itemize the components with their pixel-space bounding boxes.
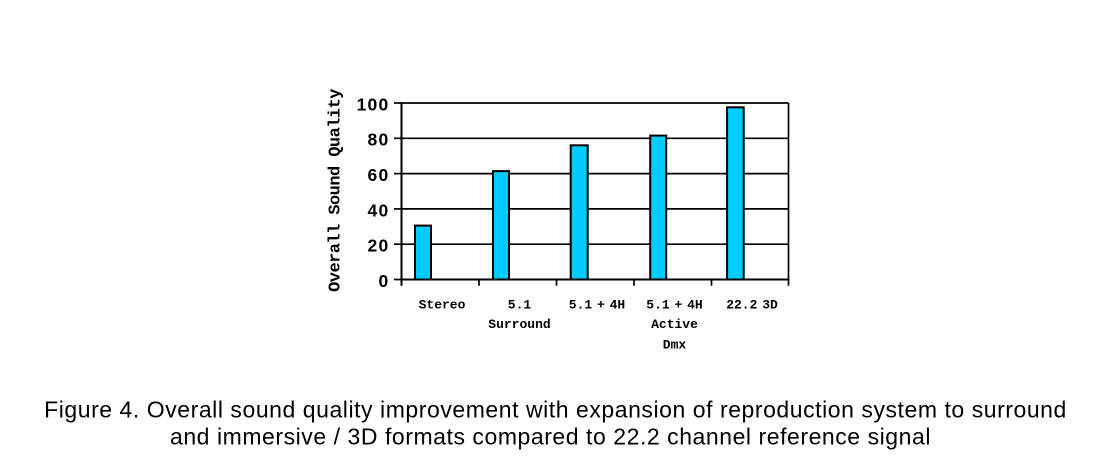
svg-text:5.1: 5.1 — [508, 297, 532, 312]
svg-text:20: 20 — [368, 236, 390, 256]
svg-text:80: 80 — [368, 130, 390, 150]
svg-text:Active: Active — [651, 317, 698, 332]
svg-text:Figure 4. Overall sound qualit: Figure 4. Overall sound quality improvem… — [44, 396, 1067, 422]
svg-text:100: 100 — [357, 94, 390, 114]
svg-text:Overall Sound Quality: Overall Sound Quality — [327, 89, 346, 292]
svg-text:60: 60 — [368, 165, 390, 185]
svg-text:Surround: Surround — [488, 317, 550, 332]
svg-text:and immersive / 3D formats com: and immersive / 3D formats compared to 2… — [170, 424, 931, 450]
svg-text:22.2 3D: 22.2 3D — [726, 297, 778, 312]
svg-text:Dmx: Dmx — [663, 337, 687, 352]
svg-text:5.1 + 4H: 5.1 + 4H — [646, 297, 702, 312]
svg-text:0: 0 — [378, 271, 389, 291]
svg-text:5.1 + 4H: 5.1 + 4H — [569, 297, 625, 312]
svg-text:40: 40 — [368, 200, 390, 220]
svg-text:Stereo: Stereo — [419, 297, 466, 312]
